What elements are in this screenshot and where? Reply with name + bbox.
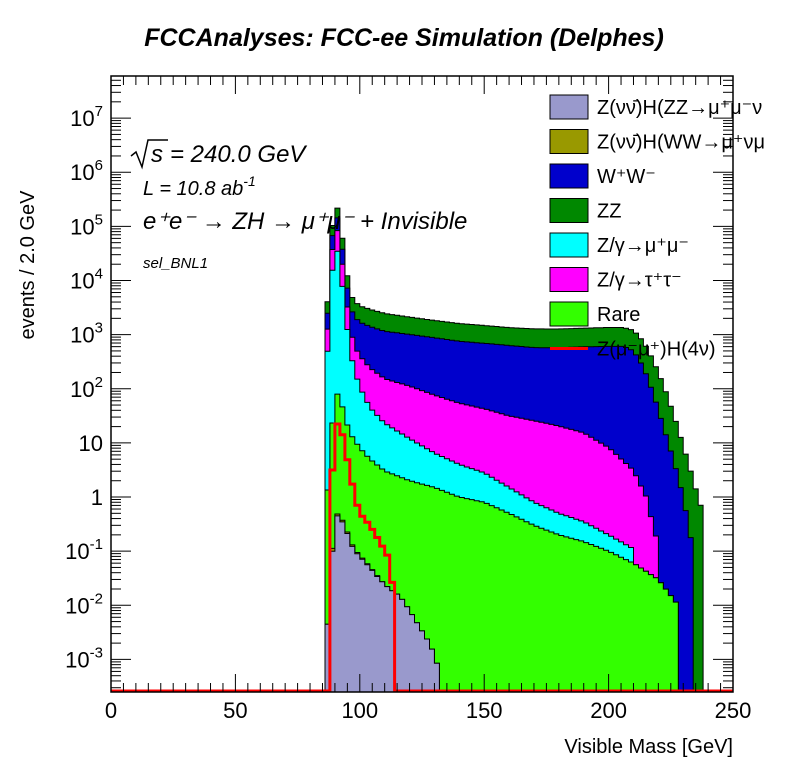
y-tick-label: 106	[70, 157, 103, 185]
legend-swatch	[549, 94, 589, 120]
annotation-sqrts: = 240.0 GeV	[170, 141, 307, 168]
y-axis-label: events / 2.0 GeV	[17, 190, 39, 340]
x-axis-label: Visible Mass [GeV]	[564, 736, 733, 758]
legend-label: Z(νν̄)H(ZZ→μ⁺μ⁻ν	[597, 97, 762, 119]
legend-label: Z/γ→μ⁺μ⁻	[597, 235, 689, 257]
legend-swatch	[549, 267, 589, 292]
y-tick-label: 10-1	[65, 536, 103, 564]
annotation-process: e⁺e⁻ → ZH → μ⁺μ⁻ + Invisible	[143, 208, 467, 235]
legend-label: W⁺W⁻	[597, 166, 656, 188]
legend-label: Z(μ⁻μ⁺)H(4ν)	[597, 339, 716, 361]
y-tick-label: 10	[79, 431, 103, 456]
y-ticks: 10-3 10-2 10-1 1 10 102 103 104 105 106 107	[65, 75, 733, 689]
legend-label: ZZ	[597, 201, 621, 223]
annotation-lumi-exp: -1	[243, 173, 255, 189]
legend: Z(νν̄)H(ZZ→μ⁺μ⁻ν Z(νν̄)H(WW→μ⁺νμ W⁺W⁻ ZZ Z/γ…	[549, 94, 765, 361]
annotation-s: s	[151, 141, 163, 168]
x-tick-label: 0	[105, 698, 117, 723]
annotations: s = 240.0 GeV L = 10.8 ab-1 e⁺e⁻ → ZH → …	[130, 139, 467, 272]
chart-title: FCCAnalyses: FCC-ee Simulation (Delphes)	[144, 24, 664, 52]
stack-layer	[111, 207, 733, 692]
legend-swatch	[549, 301, 589, 327]
y-tick-label: 107	[70, 103, 103, 131]
signal-line	[111, 422, 733, 692]
y-tick-label: 105	[70, 211, 103, 239]
y-tick-label: 102	[70, 374, 103, 402]
y-tick-label: 10-3	[65, 644, 103, 672]
x-tick-label: 250	[715, 698, 752, 723]
annotation-selection: sel_BNL1	[143, 255, 208, 272]
x-tick-label: 200	[590, 698, 627, 723]
series-area	[111, 515, 733, 692]
y-tick-label: 10-2	[65, 590, 103, 618]
x-tick-label: 50	[223, 698, 247, 723]
annotation-lumi-value: L = 10.8 ab	[143, 178, 243, 200]
x-ticks: 0 50 100 150 200 250	[105, 76, 751, 723]
y-tick-label: 104	[70, 266, 103, 294]
legend-swatch	[549, 198, 589, 223]
legend-label: Z(νν̄)H(WW→μ⁺νμ	[597, 132, 765, 154]
legend-label: Z/γ→τ⁺τ⁻	[597, 270, 682, 292]
legend-swatch	[549, 129, 589, 154]
legend-swatch	[549, 163, 589, 189]
signal-layer	[111, 422, 733, 692]
legend-label: Rare	[597, 304, 640, 326]
x-tick-label: 150	[466, 698, 503, 723]
annotation-lumi: L = 10.8 ab-1	[143, 173, 256, 200]
x-tick-label: 100	[341, 698, 378, 723]
y-tick-label: 1	[91, 485, 103, 510]
legend-swatch	[549, 232, 589, 258]
series-area	[111, 393, 733, 692]
sqrt-icon	[130, 139, 168, 170]
y-tick-label: 103	[70, 320, 103, 348]
